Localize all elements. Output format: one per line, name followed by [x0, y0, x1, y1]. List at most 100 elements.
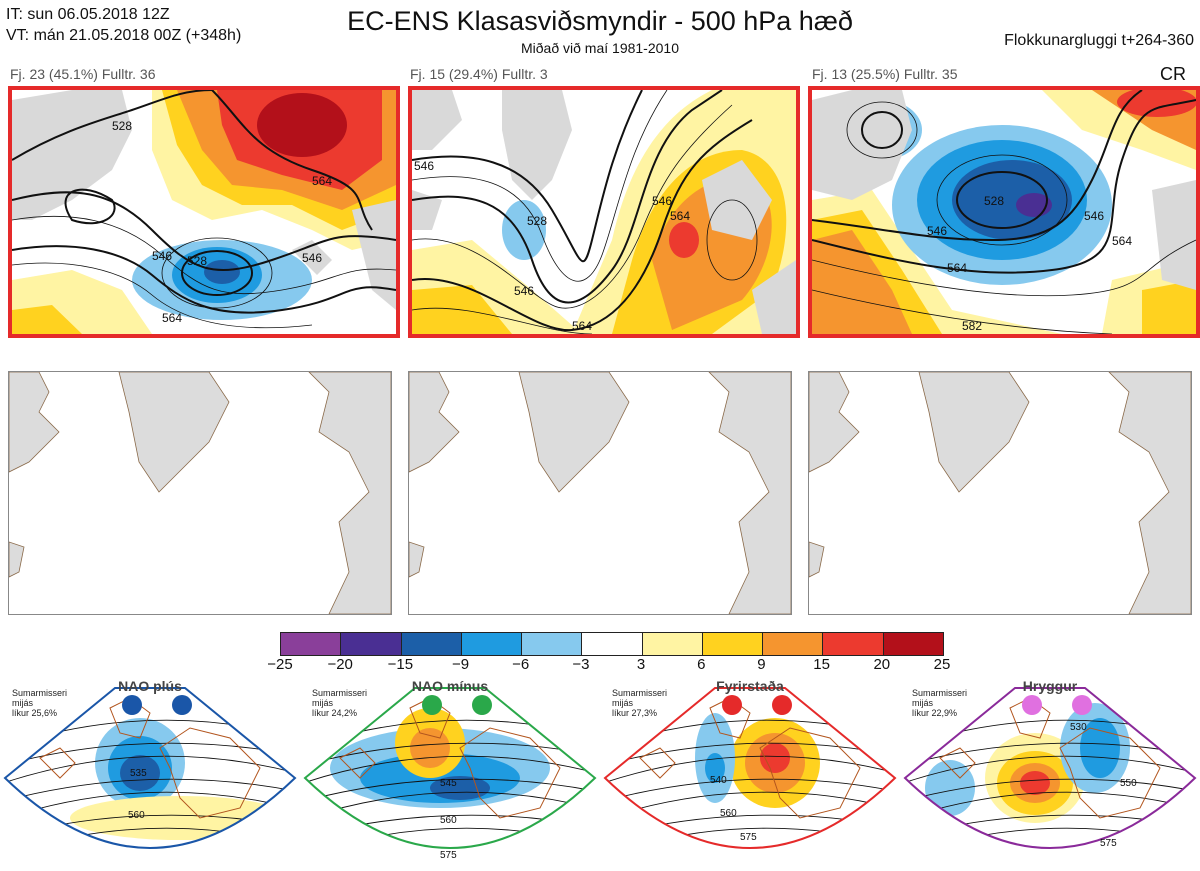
colorbar-swatch — [582, 633, 643, 655]
regime-contour-label: 575 — [440, 850, 457, 861]
regime-note-line: líkur 25,6% — [12, 708, 58, 718]
cluster-1-contour-label: 564 — [312, 174, 332, 188]
height-contour — [5, 778, 295, 803]
regime-outline — [603, 687, 897, 849]
regime-note: Sumarmisseri mijás líkur 22,9% — [912, 688, 967, 718]
cluster-1-contour-label: 528 — [187, 254, 207, 268]
cluster-1-contour-label: 546 — [302, 251, 322, 265]
regime-note-line: líkur 27,3% — [612, 708, 658, 718]
cr-label: CR — [1160, 64, 1186, 84]
cluster-3-contour-label: 564 — [1112, 234, 1132, 248]
height-contour — [5, 755, 295, 785]
colorbar-swatch — [702, 633, 764, 655]
regime-panel: 530 550 575 Hryggur Sumarmisseri mijás líkur 2… — [900, 668, 1200, 871]
regime-title: Hryggur — [1022, 678, 1078, 694]
cluster-1-contour-label: 546 — [152, 249, 172, 263]
height-contour — [900, 864, 1200, 871]
height-contour — [900, 851, 1200, 871]
height-contour — [905, 755, 1195, 785]
cluster-2-contour-label: 564 — [572, 319, 592, 333]
init-time: IT: sun 06.05.2018 12Z — [6, 6, 170, 23]
cluster-3-contour-label: 582 — [962, 319, 982, 333]
colorbar-tick-label: 25 — [933, 656, 951, 673]
regime-note-line: Sumarmisseri — [312, 688, 368, 698]
cluster-3-label: Fj. 13 (25.5%) Fulltr. 35 — [812, 66, 958, 82]
regime-note-line: mijás — [312, 698, 334, 708]
cluster-3-map: 528 546 564 546 564 582 — [808, 86, 1200, 338]
regime-marker-dot — [722, 695, 742, 715]
anomaly-shading — [1020, 771, 1050, 795]
height-contour — [300, 864, 600, 871]
regime-contour-label: 575 — [740, 832, 757, 843]
regime-title: Fyrirstaða — [716, 678, 784, 694]
colorbar-tick-label: −25 — [267, 656, 293, 673]
regime-note-line: Sumarmisseri — [612, 688, 668, 698]
colorbar-swatch — [642, 633, 703, 655]
regime-contour-label: 560 — [440, 815, 457, 826]
colorbar-tick-label: −6 — [512, 656, 530, 673]
cluster-3-contour-label: 528 — [984, 194, 1004, 208]
anomaly-shading — [925, 760, 975, 816]
cluster-1-contour-label: 528 — [112, 119, 132, 133]
height-contour — [605, 778, 895, 803]
regime-contour-label: 535 — [130, 768, 147, 779]
colorbar-swatch — [823, 633, 884, 655]
colorbar-swatch — [341, 633, 402, 655]
regime-note-line: líkur 22,9% — [912, 708, 958, 718]
forecast-times: IT: sun 06.05.2018 12Z VT: mán 21.05.201… — [6, 4, 241, 46]
regime-contour-label: 530 — [1070, 722, 1087, 733]
height-contour — [305, 755, 595, 785]
window-label: Flokkunargluggi t+264-360 — [1004, 32, 1194, 49]
cluster-3-contour-label: 546 — [1084, 209, 1104, 223]
cluster-1-contour-label: 564 — [162, 311, 182, 325]
colorbar-swatch — [281, 633, 342, 655]
colorbar-tick-label: −3 — [572, 656, 590, 673]
colorbar-tick-label: 3 — [636, 656, 646, 673]
regime-marker-dot — [1022, 695, 1042, 715]
cluster-2-contour-label: 546 — [652, 194, 672, 208]
empty-map-3 — [808, 371, 1192, 615]
anomaly-shading — [120, 755, 160, 791]
regime-marker-dot — [772, 695, 792, 715]
regime-note-line: mijás — [12, 698, 34, 708]
colorbar-tick-label: 20 — [873, 656, 891, 673]
cluster-3-contour-label: 564 — [947, 261, 967, 275]
regime-contour-label: 560 — [128, 810, 145, 821]
height-contour — [0, 864, 300, 871]
cluster-3-contour-label: 546 — [927, 224, 947, 238]
colorbar — [280, 632, 944, 656]
anomaly-shading — [70, 796, 290, 840]
height-contour — [905, 778, 1195, 803]
regime-note: Sumarmisseri mijás líkur 27,3% — [612, 688, 667, 718]
regime-marker-dot — [422, 695, 442, 715]
colorbar-tick-label: −9 — [451, 656, 470, 673]
anomaly-shading — [705, 753, 725, 783]
regime-outline — [303, 687, 597, 849]
anomaly-shading — [410, 728, 450, 768]
colorbar-tick-label: 6 — [697, 656, 706, 673]
colorbar-tick-label: −20 — [327, 656, 353, 673]
height-contour — [605, 755, 895, 785]
height-contour — [0, 851, 300, 871]
regime-marker-dot — [172, 695, 192, 715]
regime-marker-dot — [1072, 695, 1092, 715]
valid-time: VT: mán 21.05.2018 00Z (+348h) — [6, 27, 242, 44]
height-contour — [305, 778, 595, 803]
regime-outline — [903, 687, 1197, 849]
regime-note-line: Sumarmisseri — [12, 688, 68, 698]
regime-contour-label: 540 — [710, 775, 727, 786]
cluster-2-contour-label: 546 — [514, 284, 534, 298]
cluster-2-label: Fj. 15 (29.4%) Fulltr. 3 — [410, 66, 548, 82]
height-contour — [600, 851, 900, 871]
colorbar-tick-label: 15 — [813, 656, 830, 673]
regime-marker-dot — [472, 695, 492, 715]
regime-note: Sumarmisseri mijás líkur 25,6% — [12, 688, 67, 718]
colorbar-swatch — [763, 633, 824, 655]
height-contour — [905, 827, 1195, 848]
regime-contour-label: 545 — [440, 778, 457, 789]
regime-panel: 545 560 575 NAO mínus Sumarmisseri mijás líkur… — [300, 668, 600, 871]
cluster-1-map: 546 528 564 528 546 564 — [8, 86, 400, 338]
regime-note-line: mijás — [912, 698, 934, 708]
regime-note-line: Sumarmisseri — [912, 688, 968, 698]
cluster-2-contour-label: 546 — [414, 159, 434, 173]
